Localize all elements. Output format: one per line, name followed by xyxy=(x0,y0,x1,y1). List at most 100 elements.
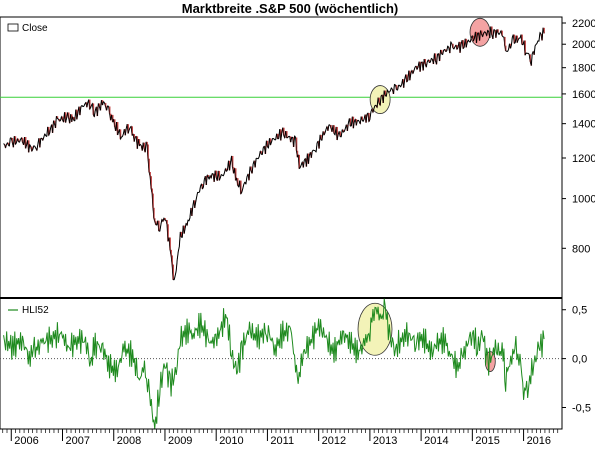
down-candle xyxy=(218,170,221,181)
down-candle xyxy=(378,97,380,104)
x-tick-label: 2009 xyxy=(168,435,192,447)
down-candle xyxy=(361,116,364,121)
down-candle xyxy=(276,133,279,139)
down-candle xyxy=(11,137,14,143)
down-candle xyxy=(127,124,129,134)
down-candle xyxy=(24,137,27,149)
down-candle xyxy=(207,175,209,178)
down-candle xyxy=(543,27,545,34)
down-candle xyxy=(250,166,252,171)
down-candle xyxy=(70,114,73,122)
down-candle xyxy=(234,168,237,181)
down-candle xyxy=(76,109,78,120)
x-tick-label: 2008 xyxy=(117,435,141,447)
down-candle xyxy=(295,137,298,151)
down-candle xyxy=(56,116,59,119)
down-candle xyxy=(289,136,292,143)
down-candle xyxy=(166,220,168,225)
down-candle xyxy=(513,34,516,44)
down-candle xyxy=(72,117,75,121)
down-candle xyxy=(146,141,148,145)
down-candle xyxy=(282,127,285,136)
price-axis: 800 1000 1200 1400 1600 1800 2000 2200 xyxy=(562,18,595,255)
price-tick-label: 800 xyxy=(572,243,590,255)
down-candle xyxy=(298,154,300,169)
down-candle xyxy=(228,160,231,171)
down-candle xyxy=(384,90,387,96)
down-candle xyxy=(150,176,152,189)
down-candle xyxy=(183,225,185,234)
down-candle xyxy=(462,40,464,49)
down-candle xyxy=(108,106,111,114)
down-candle xyxy=(27,140,30,153)
down-candle xyxy=(491,26,493,35)
down-candle xyxy=(465,38,467,48)
down-candle xyxy=(215,170,217,178)
indicator-tick-label: 0,0 xyxy=(572,354,587,366)
down-candle xyxy=(153,207,155,219)
down-candle xyxy=(352,116,355,129)
down-candle xyxy=(424,59,427,64)
price-tick-label: 1400 xyxy=(572,119,595,131)
x-tick-label: 2012 xyxy=(322,435,346,447)
down-candle xyxy=(225,168,228,172)
down-candle xyxy=(266,140,269,147)
down-candle xyxy=(444,49,447,52)
down-candle xyxy=(101,100,104,106)
down-candle xyxy=(61,116,64,120)
down-candle xyxy=(355,119,358,126)
down-candle xyxy=(402,79,405,88)
down-candle xyxy=(412,70,414,74)
down-candle xyxy=(503,36,506,46)
down-candle xyxy=(167,224,169,242)
down-candle xyxy=(472,35,475,42)
down-candle xyxy=(104,102,107,107)
down-candle xyxy=(53,120,56,124)
down-candle xyxy=(152,193,154,208)
close-legend-swatch xyxy=(7,23,19,32)
down-candle xyxy=(239,180,242,194)
down-candle xyxy=(342,129,345,133)
x-tick-label: 2014 xyxy=(424,435,448,447)
down-candle xyxy=(67,112,70,118)
price-tick-label: 1200 xyxy=(572,153,595,165)
indicator-series xyxy=(3,298,545,430)
down-candle xyxy=(153,218,156,222)
price-tick-label: 2200 xyxy=(572,18,595,30)
chart-title: Marktbreite .S&P 500 (wöchentlich) xyxy=(182,1,399,16)
x-tick-label: 2011 xyxy=(270,435,294,447)
down-candle xyxy=(475,31,478,43)
down-candle xyxy=(21,137,24,143)
down-candle xyxy=(116,122,119,135)
down-candle xyxy=(279,129,282,141)
down-candle xyxy=(151,188,153,194)
down-candle xyxy=(419,61,421,72)
hli52-line xyxy=(3,298,545,430)
down-candle xyxy=(111,114,114,123)
down-candle xyxy=(143,142,145,149)
down-candle xyxy=(138,139,141,146)
down-candle xyxy=(148,158,150,173)
close-legend-label: Close xyxy=(22,23,48,34)
down-candle xyxy=(480,30,483,35)
down-candle xyxy=(131,126,133,136)
down-candle xyxy=(113,119,116,127)
price-legend: Close xyxy=(2,20,54,34)
down-candle xyxy=(368,113,370,122)
down-candle xyxy=(409,70,411,81)
down-candle xyxy=(521,34,523,45)
down-candle xyxy=(339,131,341,137)
down-candle xyxy=(330,124,332,128)
hli52-legend-label: HLI52 xyxy=(22,305,49,316)
down-candle xyxy=(92,103,95,115)
close-line xyxy=(3,26,545,281)
down-candle xyxy=(154,221,157,225)
down-candle xyxy=(136,136,139,149)
price-tick-label: 2000 xyxy=(572,39,595,51)
down-candle xyxy=(516,35,518,43)
down-candle xyxy=(201,183,204,189)
down-candle xyxy=(14,136,17,145)
down-candle xyxy=(47,126,50,136)
down-candle xyxy=(504,45,507,51)
